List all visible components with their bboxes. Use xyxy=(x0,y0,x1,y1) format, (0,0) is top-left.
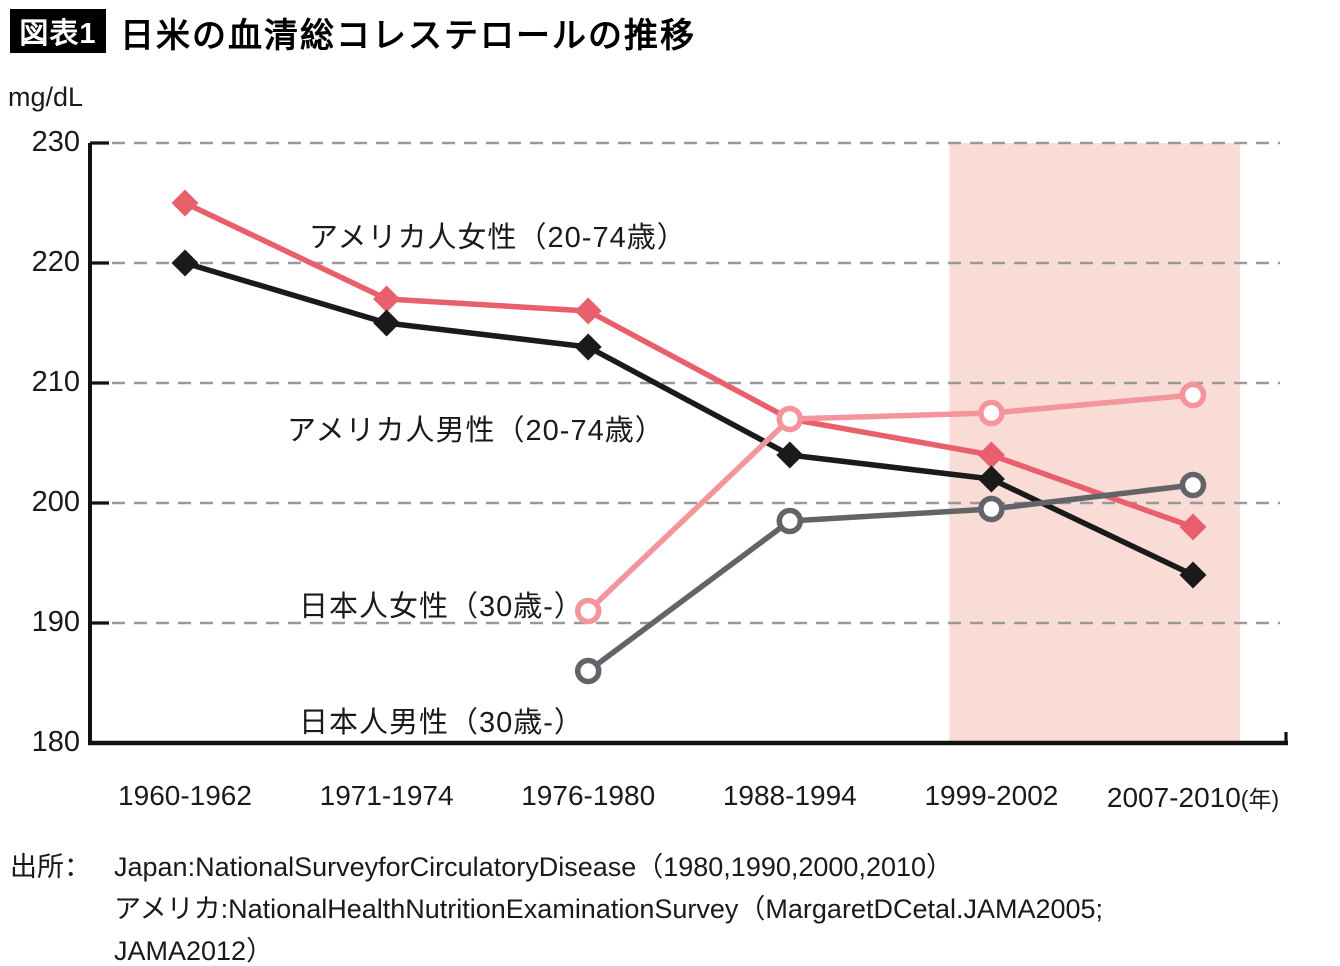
series-label-american-men: アメリカ人男性（20-74歳） xyxy=(287,415,665,447)
y-tick-label: 180 xyxy=(31,725,80,758)
y-tick-label: 210 xyxy=(31,365,80,398)
x-axis-year-suffix: (年) xyxy=(1240,786,1280,812)
x-tick-label: 1999-2002 xyxy=(924,780,1059,811)
source-block: 出所： Japan:NationalSurveyforCirculatoryDi… xyxy=(10,846,1103,966)
series-label-japanese-men: 日本人男性（30歳-） xyxy=(299,707,584,739)
source-line: アメリカ:NationalHealthNutritionExaminationS… xyxy=(114,894,1104,924)
y-tick-label: 230 xyxy=(31,125,80,158)
x-tick-label: 2007-2010(年) xyxy=(1106,782,1280,813)
x-tick-label: 1971-1974 xyxy=(319,780,454,811)
x-tick-label: 1988-1994 xyxy=(722,780,857,811)
y-axis-unit-label: mg/dL xyxy=(8,82,84,112)
x-tick-label: 1976-1980 xyxy=(521,780,656,811)
y-tick-label: 190 xyxy=(31,605,80,638)
source-lines: Japan:NationalSurveyforCirculatoryDiseas… xyxy=(114,846,1103,966)
source-prefix: 出所： xyxy=(10,852,91,882)
y-tick-label: 200 xyxy=(31,485,80,518)
figure-badge: 図表1 xyxy=(10,9,106,53)
source-line: Japan:NationalSurveyforCirculatoryDiseas… xyxy=(114,852,954,882)
y-tick-label: 220 xyxy=(31,245,80,278)
series-label-american-women: アメリカ人女性（20-74歳） xyxy=(309,222,687,254)
source-line: JAMA2012） xyxy=(114,936,274,966)
x-tick-label: 1960-1962 xyxy=(118,780,252,811)
series-label-japanese-women: 日本人女性（30歳-） xyxy=(299,591,584,623)
page-title: 日米の血清総コレステロールの推移 xyxy=(120,17,696,55)
